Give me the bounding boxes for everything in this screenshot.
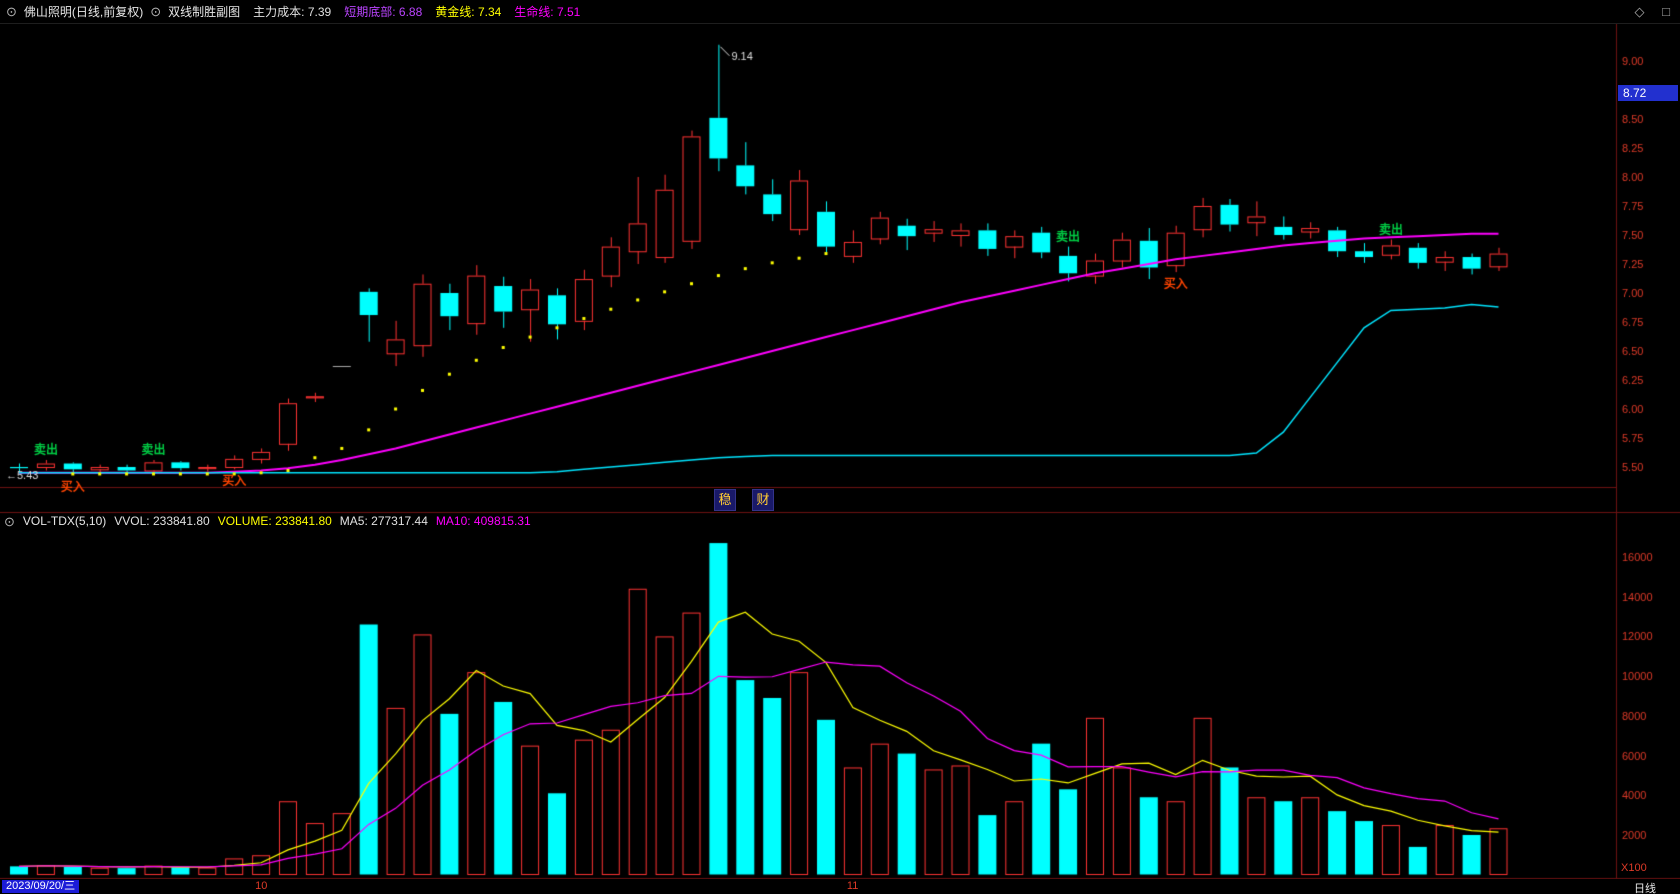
current-price-tag: 8.72 (1618, 85, 1678, 101)
param-label: 黄金线: (435, 5, 475, 19)
param-value: 7.51 (556, 5, 581, 19)
volume-unit-label: X100 (1621, 862, 1647, 874)
volume-formula-icon[interactable]: ⊙ (4, 513, 15, 529)
indicator-title: 双线制胜副图 (168, 5, 241, 19)
param-short-bottom: 短期底部: 6.88 (344, 3, 422, 20)
diamond-icon[interactable]: ◇ (1634, 4, 1645, 19)
param-golden-line: 黄金线: 7.34 (435, 3, 501, 20)
month-marker-oct: 10 (255, 880, 268, 892)
volume-readout: VOLUME: 233841.80 (217, 514, 332, 528)
stock-title: 佛山照明(日线,前复权) (23, 5, 144, 19)
param-value: 7.34 (477, 5, 502, 19)
watermark-char: 稳 (714, 489, 736, 511)
top-bar: ⊙ 佛山照明(日线,前复权) ⊙ 双线制胜副图 主力成本: 7.39 短期底部:… (0, 0, 1680, 24)
ma10-readout: MA10: 409815.31 (435, 514, 531, 528)
param-label: 主力成本: (253, 5, 305, 19)
param-value: 7.39 (307, 5, 332, 19)
window-controls: ◇ □ (1621, 4, 1670, 20)
period-label[interactable]: 日线 (1634, 883, 1656, 894)
indicator-formula-icon[interactable]: ⊙ (150, 4, 162, 19)
bottom-status-bar: 2023/09/20/三 10 11 日线 (0, 879, 1680, 894)
param-label: 生命线: (514, 5, 554, 19)
param-value: 6.88 (398, 5, 423, 19)
restore-window-icon[interactable]: □ (1662, 4, 1670, 19)
param-life-line: 生命线: 7.51 (514, 3, 580, 20)
ma5-readout: MA5: 277317.44 (339, 514, 428, 528)
watermark-char: 财 (752, 489, 774, 511)
param-label: 短期底部: (344, 5, 396, 19)
first-bar-date: 2023/09/20/三 (2, 880, 80, 893)
volume-indicator-name: VOL-TDX(5,10) (22, 514, 107, 528)
volume-indicator-header: ⊙ VOL-TDX(5,10) VVOL: 233841.80 VOLUME: … (4, 514, 531, 528)
month-marker-nov: 11 (846, 880, 859, 892)
param-main-cost: 主力成本: 7.39 (253, 3, 331, 20)
stock-formula-icon[interactable]: ⊙ (6, 4, 17, 19)
vvol-readout: VVOL: 233841.80 (114, 514, 210, 528)
